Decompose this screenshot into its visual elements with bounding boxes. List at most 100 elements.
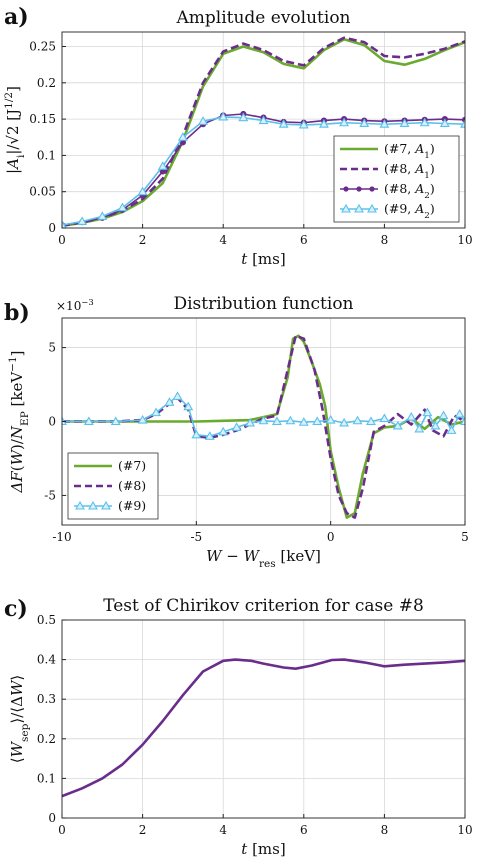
y-tick-label: 0.2: [37, 76, 56, 90]
legend-label: (#8, A2): [384, 181, 435, 201]
legend-marker: [341, 203, 351, 213]
panel-label: b): [4, 300, 30, 326]
series-point: [172, 391, 183, 400]
x-tick-label: 8: [381, 233, 389, 247]
series-point: [298, 417, 309, 426]
series-point: [352, 415, 363, 425]
series-point: [218, 111, 229, 121]
legend-label: (#8, A1): [384, 161, 435, 181]
series-point: [164, 397, 175, 406]
series-point: [62, 219, 67, 228]
chart-title: Distribution function: [173, 294, 353, 314]
series-point: [258, 115, 269, 125]
x-axis-label: t [ms]: [241, 840, 285, 858]
panel-label: a): [4, 4, 29, 30]
y-axis-label: ΔF(W)/NEP [keV−1]: [7, 350, 31, 493]
series-point: [271, 416, 282, 426]
y-multiplier: ×10−3: [56, 297, 94, 313]
series-point: [422, 407, 433, 417]
series-point: [460, 416, 465, 426]
legend-marker: [343, 186, 349, 192]
y-tick-label: 0.1: [37, 771, 56, 785]
series-point: [312, 416, 323, 426]
series-line-1: [62, 658, 465, 798]
series-group: [62, 36, 465, 228]
x-tick-label: 0: [58, 233, 66, 247]
legend-label: (#7): [118, 458, 146, 473]
chart-title: Test of Chirikov criterion for case #8: [103, 596, 424, 616]
x-tick-label: 6: [300, 233, 308, 247]
series-point: [117, 202, 128, 212]
legend: (#7, A1)(#8, A1)(#8, A2)(#9, A2): [333, 135, 460, 223]
x-tick-label: 10: [457, 233, 472, 247]
series-point: [419, 117, 430, 127]
x-tick-label: 5: [461, 530, 469, 544]
series-point: [414, 423, 425, 433]
series-line-2: [62, 36, 465, 228]
series-point: [319, 119, 329, 128]
series-point: [438, 410, 449, 420]
y-tick-label: 0.05: [29, 185, 56, 199]
y-tick-label: 0.1: [37, 148, 56, 162]
series-point: [454, 408, 465, 418]
series-point: [183, 401, 194, 411]
x-tick-label: 8: [381, 823, 389, 837]
series-point: [258, 415, 269, 425]
series-point: [97, 211, 108, 220]
series-point: [366, 416, 376, 426]
legend-box: [333, 135, 460, 223]
legend: (#7) (#8) (#9): [67, 452, 159, 520]
x-axis-label: W − Wres [keV]: [206, 547, 321, 570]
panel-1: a) Amplitude evolution 0 2 4 6 8 10 0 0.05 0.1 0.15…: [3, 4, 473, 268]
series-line-2: [62, 334, 465, 519]
y-tick-label: 0.25: [29, 40, 56, 54]
y-tick-label: 0.15: [29, 112, 56, 126]
x-tick-label: 0: [327, 530, 335, 544]
series-point: [285, 415, 296, 425]
legend-marker: [88, 500, 98, 510]
legend-label: (#9, A2): [384, 201, 435, 221]
x-tick-label: 6: [300, 823, 308, 837]
legend-marker: [354, 203, 364, 213]
x-tick-label: 2: [139, 233, 147, 247]
y-tick-label: 0.4: [37, 653, 56, 667]
x-tick-label: 4: [219, 233, 227, 247]
series-point: [399, 118, 410, 128]
series-point: [218, 426, 229, 436]
series-point: [460, 119, 465, 128]
series-point: [137, 414, 148, 424]
x-tick-label: 4: [219, 823, 227, 837]
y-tick-label: 0: [48, 811, 56, 825]
x-tick-label: -10: [52, 530, 71, 544]
series-line-1: [62, 37, 465, 228]
series-point: [379, 119, 390, 128]
x-tick-label: 10: [457, 823, 472, 837]
plot-frame: [61, 619, 466, 819]
series-point: [379, 413, 390, 423]
y-tick-label: 0: [48, 415, 56, 429]
series-point: [151, 407, 161, 417]
series-point: [359, 118, 370, 128]
series-point: [278, 119, 289, 128]
series-point: [77, 216, 88, 226]
series-point: [339, 117, 350, 127]
y-tick-label: 5: [48, 341, 56, 355]
series-point: [110, 416, 121, 426]
panel-label: c): [4, 596, 28, 622]
panel-3: c) Test of Chirikov criterion for case #8…: [4, 596, 473, 858]
series-point: [446, 425, 457, 434]
series-point: [137, 186, 148, 196]
legend-label: (#9): [118, 498, 146, 513]
series-point: [191, 429, 202, 439]
x-tick-label: 2: [139, 823, 147, 837]
series-point: [177, 132, 188, 141]
series-point: [298, 119, 309, 129]
series-point: [325, 414, 336, 424]
y-tick-label: 0.2: [37, 732, 56, 746]
series-point: [406, 411, 417, 421]
series-point: [430, 420, 441, 430]
legend-label: (#7, A1): [384, 141, 435, 161]
legend-marker: [356, 186, 362, 192]
series-point: [392, 420, 403, 430]
legend-marker: [369, 186, 375, 192]
